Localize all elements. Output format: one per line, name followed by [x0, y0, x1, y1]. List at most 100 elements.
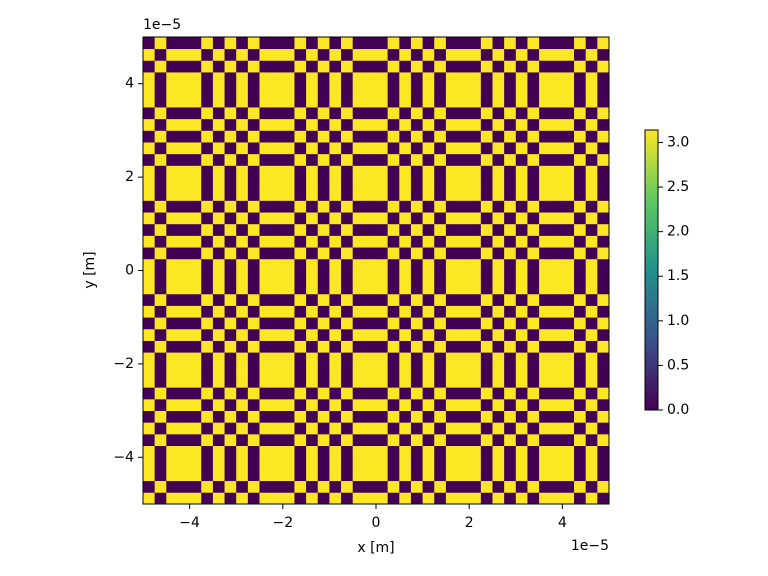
- cell: [364, 200, 377, 213]
- cell: [282, 328, 295, 341]
- cell: [259, 165, 272, 178]
- cell: [422, 457, 435, 470]
- cell: [282, 270, 295, 283]
- cell: [387, 270, 400, 283]
- cell: [445, 37, 458, 50]
- cell: [224, 235, 237, 248]
- cell: [189, 258, 202, 271]
- cell: [143, 142, 156, 155]
- cell: [212, 305, 225, 318]
- cell: [212, 492, 225, 505]
- cell: [445, 258, 458, 271]
- cell: [224, 153, 237, 166]
- cell: [504, 398, 517, 411]
- cell: [352, 212, 365, 225]
- cell: [410, 387, 423, 400]
- cell: [376, 340, 389, 353]
- cell: [329, 247, 342, 260]
- cell: [422, 48, 435, 61]
- cell: [469, 247, 482, 260]
- cell: [224, 340, 237, 353]
- cell: [480, 317, 493, 330]
- cell: [317, 375, 330, 388]
- cell: [201, 375, 214, 388]
- cell: [387, 293, 400, 306]
- cell: [306, 153, 319, 166]
- cell: [585, 410, 598, 423]
- cell: [364, 363, 377, 376]
- cell: [527, 363, 540, 376]
- cell: [282, 445, 295, 458]
- cell: [539, 37, 552, 50]
- cell: [352, 457, 365, 470]
- cell: [469, 83, 482, 96]
- cell: [480, 188, 493, 201]
- cell: [329, 130, 342, 143]
- cell: [550, 433, 563, 447]
- cell: [515, 293, 528, 306]
- cell: [177, 352, 190, 365]
- cell: [585, 492, 598, 505]
- cell: [562, 153, 575, 166]
- cell: [410, 422, 423, 435]
- cell: [434, 387, 447, 400]
- cell: [457, 352, 470, 365]
- cell: [294, 142, 307, 155]
- cell: [212, 142, 225, 155]
- cell: [527, 37, 540, 50]
- cell: [434, 72, 447, 85]
- cell: [504, 492, 517, 505]
- cell: [212, 118, 225, 131]
- cell: [341, 188, 354, 201]
- cell: [166, 177, 179, 190]
- cell: [189, 492, 202, 505]
- cell: [527, 48, 540, 61]
- cell: [492, 293, 505, 306]
- cell: [236, 235, 249, 248]
- cell: [352, 317, 365, 330]
- cell: [457, 340, 470, 353]
- cell: [550, 177, 563, 190]
- cell: [562, 352, 575, 365]
- cell: [539, 72, 552, 85]
- cell: [539, 165, 552, 178]
- cell: [306, 363, 319, 376]
- cell: [166, 468, 179, 482]
- cell: [364, 317, 377, 330]
- cell: [492, 480, 505, 493]
- cell: [422, 375, 435, 388]
- cell: [457, 223, 470, 236]
- cell: [445, 83, 458, 96]
- cell: [527, 317, 540, 330]
- cell: [585, 352, 598, 365]
- cell: [504, 480, 517, 493]
- cell: [166, 317, 179, 330]
- cell: [294, 130, 307, 143]
- cell: [550, 398, 563, 411]
- cell: [550, 107, 563, 120]
- cell: [410, 130, 423, 143]
- cell: [317, 387, 330, 400]
- cell: [259, 95, 272, 108]
- cell: [364, 83, 377, 96]
- cell: [457, 387, 470, 400]
- cell: [154, 328, 167, 341]
- cell: [504, 188, 517, 201]
- cell: [143, 492, 156, 505]
- cell: [143, 200, 156, 213]
- cell: [597, 375, 610, 388]
- cell: [376, 398, 389, 411]
- cell: [387, 118, 400, 131]
- cell: [376, 352, 389, 365]
- cell: [166, 212, 179, 225]
- cell: [399, 72, 412, 85]
- cell: [457, 107, 470, 120]
- cell: [527, 107, 540, 120]
- cell: [539, 305, 552, 318]
- cell: [492, 492, 505, 505]
- cell: [294, 317, 307, 330]
- cell: [329, 305, 342, 318]
- cell: [352, 83, 365, 96]
- cell: [236, 480, 249, 493]
- cell: [376, 37, 389, 50]
